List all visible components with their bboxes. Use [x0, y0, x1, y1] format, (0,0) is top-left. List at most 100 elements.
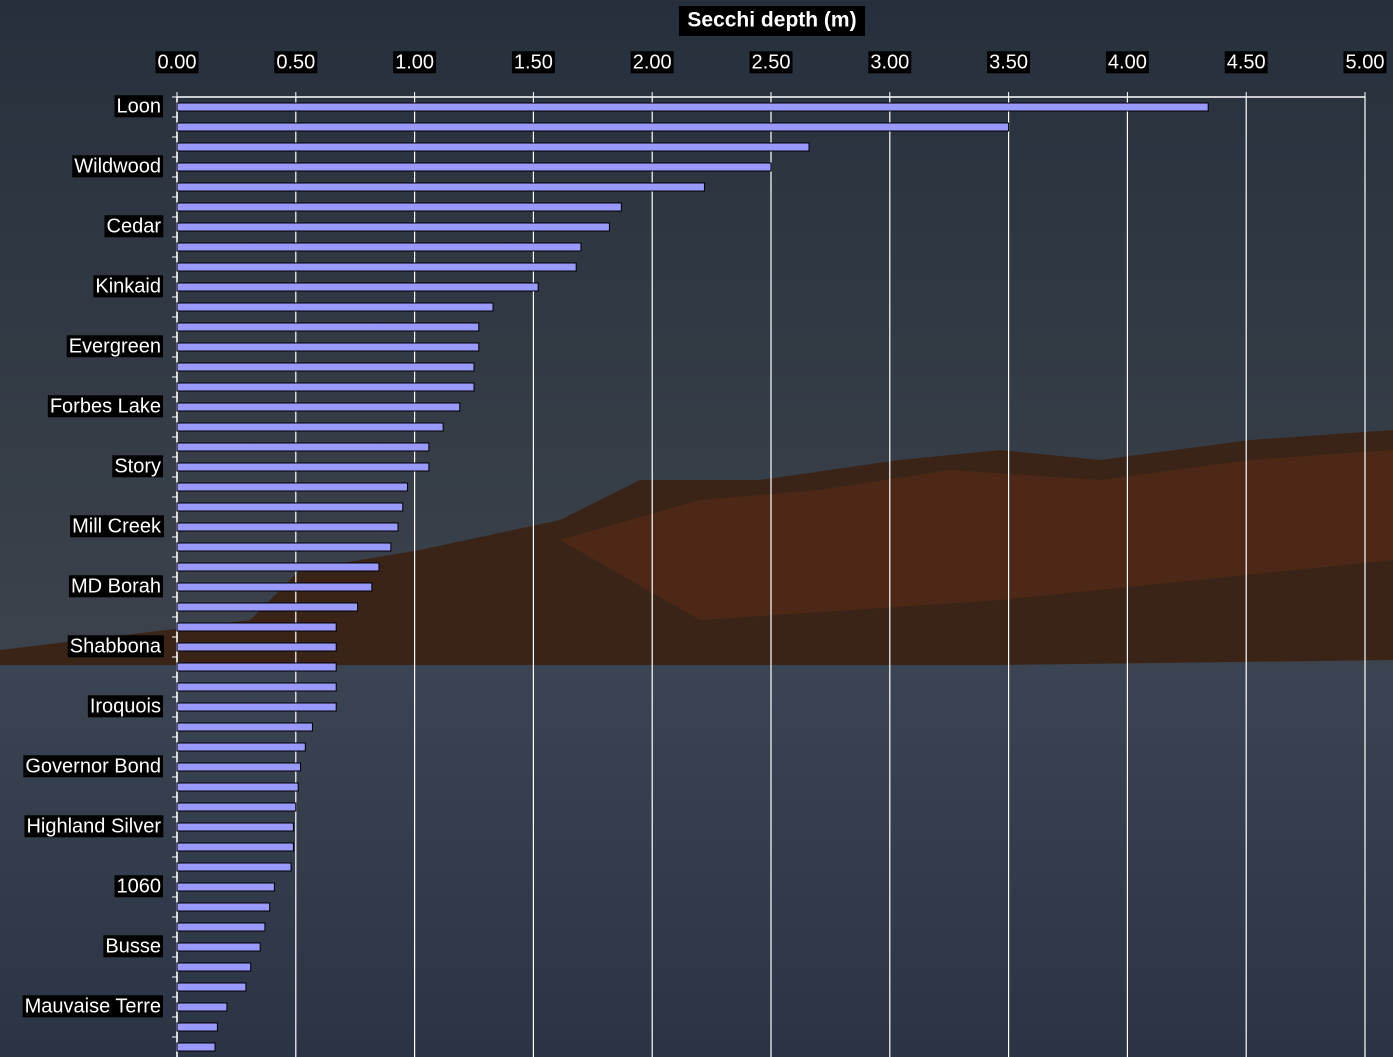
x-tick-label: 1.50 — [514, 51, 553, 73]
y-tick-label: Forbes Lake — [50, 395, 161, 417]
bar — [176, 262, 577, 272]
tick-label-background — [511, 51, 555, 74]
category-label-background — [68, 575, 163, 598]
tick-label-background — [1224, 51, 1268, 74]
tick-label-background — [393, 51, 437, 74]
x-tick-label: 2.50 — [752, 51, 791, 73]
bar — [176, 402, 461, 412]
bar — [176, 322, 480, 332]
bar — [176, 1042, 216, 1052]
bar — [176, 142, 810, 152]
x-tick-label: 0.50 — [276, 51, 315, 73]
bar — [176, 782, 299, 792]
x-tick-label: 0.00 — [158, 51, 197, 73]
y-tick-label: MD Borah — [71, 575, 161, 597]
bar — [176, 102, 1209, 112]
bar — [176, 382, 475, 392]
tick-label-background — [1343, 51, 1387, 74]
category-label-background — [112, 455, 163, 478]
bar — [176, 962, 252, 972]
bar — [176, 1022, 218, 1032]
bar — [176, 362, 475, 372]
tick-label-background — [155, 51, 199, 74]
bar — [176, 342, 480, 352]
category-label-background — [104, 215, 164, 238]
category-label-background — [114, 95, 163, 118]
category-label-background — [70, 515, 164, 538]
y-tick-label: 1060 — [117, 875, 162, 897]
bar — [176, 662, 337, 672]
bar — [176, 162, 772, 172]
bar — [176, 722, 313, 732]
y-tick-label: Mill Creek — [72, 515, 162, 537]
bar — [176, 302, 494, 312]
bar — [176, 462, 430, 472]
bar — [176, 122, 1010, 132]
bar — [176, 482, 408, 492]
tick-label-background — [274, 51, 318, 74]
bar — [176, 442, 430, 452]
bar — [176, 902, 271, 912]
bar — [176, 582, 373, 592]
bar — [176, 202, 622, 212]
category-label-background — [66, 335, 163, 358]
bar — [176, 242, 582, 252]
bar — [176, 982, 247, 992]
x-tick-label: 3.50 — [989, 51, 1028, 73]
bar — [176, 1002, 228, 1012]
bar — [176, 702, 337, 712]
category-label-background — [23, 755, 163, 778]
bar — [176, 422, 444, 432]
tick-label-background — [868, 51, 912, 74]
bar — [176, 802, 297, 812]
tick-label-background — [630, 51, 674, 74]
y-tick-label: Highland Silver — [26, 815, 161, 837]
category-label-background — [72, 155, 163, 178]
y-tick-label: Governor Bond — [25, 755, 161, 777]
bar — [176, 602, 359, 612]
y-tick-label: Story — [114, 455, 161, 477]
bar — [176, 182, 705, 192]
bar — [176, 882, 275, 892]
bar — [176, 682, 337, 692]
bar — [176, 622, 337, 632]
x-tick-label: 5.00 — [1346, 51, 1385, 73]
y-tick-label: Cedar — [107, 215, 162, 237]
category-label-background — [47, 395, 163, 418]
y-tick-label: Iroquois — [90, 695, 161, 717]
y-tick-label: Mauvaise Terre — [25, 995, 161, 1017]
category-label-background — [93, 275, 163, 298]
y-tick-label: Loon — [117, 95, 162, 117]
y-tick-label: Wildwood — [74, 155, 161, 177]
bar — [176, 842, 294, 852]
x-tick-label: 4.50 — [1227, 51, 1266, 73]
tick-label-background — [1105, 51, 1149, 74]
bar — [176, 642, 337, 652]
tick-label-background — [987, 51, 1031, 74]
bar — [176, 862, 292, 872]
bar — [176, 942, 261, 952]
x-tick-label: 3.00 — [870, 51, 909, 73]
bar — [176, 762, 302, 772]
category-label-background — [87, 695, 163, 718]
x-tick-label: 4.00 — [1108, 51, 1147, 73]
bar — [176, 502, 404, 512]
bar — [176, 282, 539, 292]
plot-area: 0.00 0.50 1.00 1.50 2.00 2.50 3.00 3.50 4.00 4.50… — [22, 51, 1387, 1057]
bar — [176, 222, 610, 232]
bar — [176, 562, 380, 572]
bar — [176, 742, 306, 752]
y-tick-label: Busse — [105, 935, 161, 957]
title-background — [679, 6, 865, 36]
bar — [176, 922, 266, 932]
tick-label-background — [749, 51, 793, 74]
y-tick-label: Kinkaid — [95, 275, 161, 297]
chart-title: Secchi depth (m) — [687, 9, 856, 32]
category-label-background — [67, 635, 164, 658]
y-tick-label: Evergreen — [69, 335, 161, 357]
category-label-background — [24, 815, 164, 838]
bar — [176, 522, 399, 532]
category-label-background — [114, 875, 163, 898]
